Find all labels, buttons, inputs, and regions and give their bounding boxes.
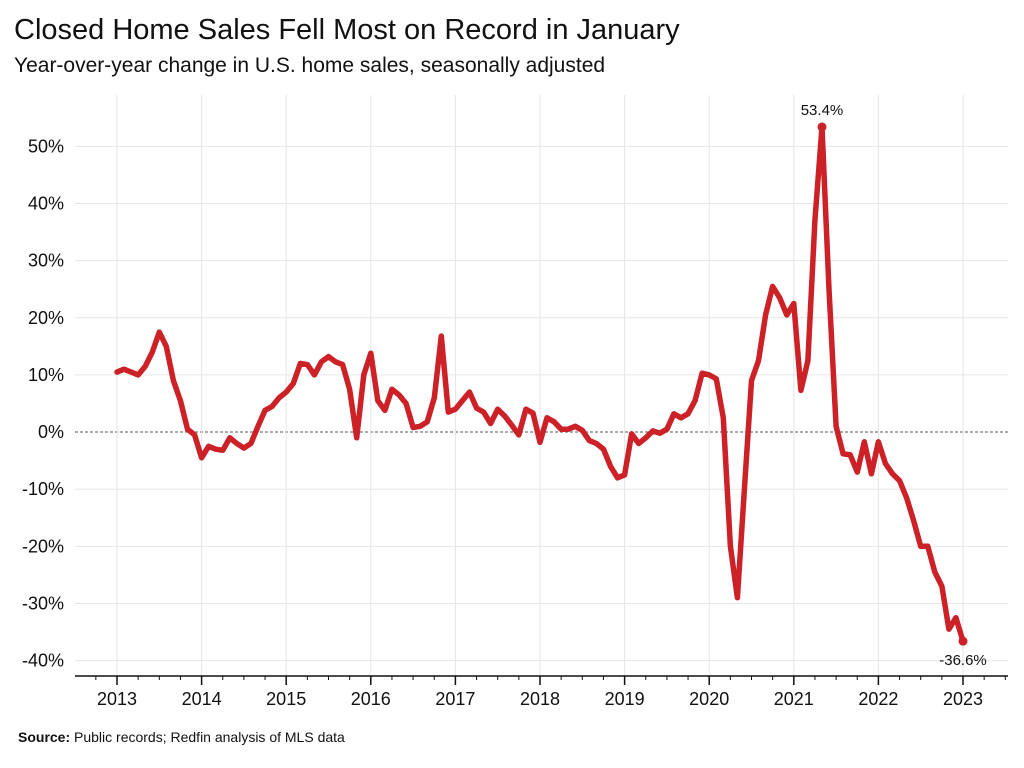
x-tick-label: 2019 [605,689,645,709]
data-label: -36.6% [939,652,987,669]
x-tick-label: 2014 [182,689,222,709]
x-tick-label: 2022 [858,689,898,709]
source-note: Source: Public records; Redfin analysis … [18,729,345,745]
y-tick-label: 40% [28,194,64,214]
y-tick-label: -30% [22,593,64,613]
x-tick-label: 2023 [943,689,983,709]
y-tick-label: 10% [28,365,64,385]
y-tick-label: -40% [22,651,64,671]
source-text: Public records; Redfin analysis of MLS d… [74,729,345,745]
annotations: 53.4% -36.6% [801,102,987,669]
x-tick-label: 2020 [689,689,729,709]
chart-subtitle: Year-over-year change in U.S. home sales… [14,54,606,77]
source-label: Source: [18,729,71,745]
y-tick-label: 0% [38,422,64,442]
y-tick-label: 30% [28,251,64,271]
y-axis: -40% -30% -20% -10% 0% 10% 20% 30% 40% 50% [22,136,64,670]
x-tick-label: 2016 [351,689,391,709]
x-tick-label: 2018 [520,689,560,709]
x-tick-label: 2017 [435,689,475,709]
data-point-marker [958,636,968,646]
y-tick-label: 50% [28,136,64,156]
y-tick-label: -20% [22,536,64,556]
x-axis: 2013 2014 2015 2016 2017 2018 2019 2020 2021 2022… [75,675,1008,709]
data-point-marker [817,122,827,132]
x-tick-label: 2013 [97,689,137,709]
x-tick-label: 2021 [774,689,814,709]
x-tick-label: 2015 [266,689,306,709]
data-label: 53.4% [801,102,844,119]
gridlines [75,95,1008,676]
y-tick-label: 20% [28,308,64,328]
y-tick-label: -10% [22,479,64,499]
chart-title: Closed Home Sales Fell Most on Record in… [14,14,680,46]
